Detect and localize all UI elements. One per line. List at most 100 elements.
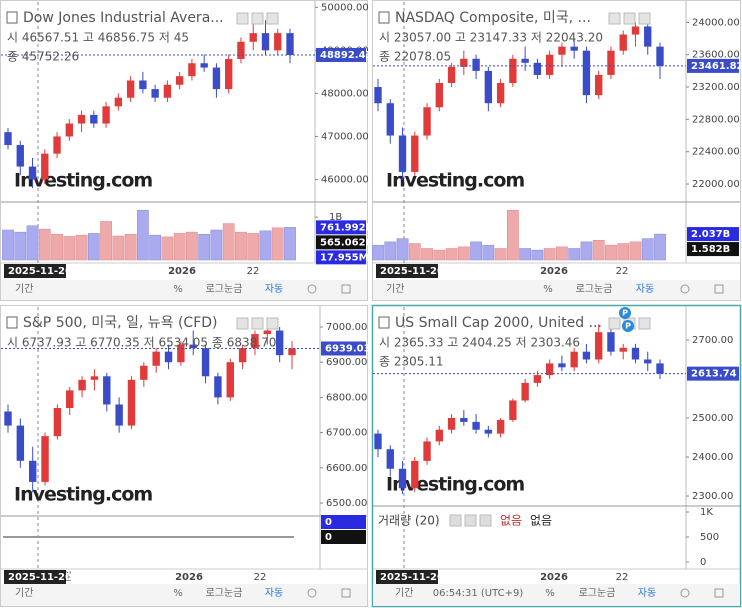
candle-body (177, 344, 185, 363)
candle-body (472, 421, 480, 430)
candle-body (460, 58, 468, 67)
toolbar-button[interactable]: % (545, 588, 555, 599)
toolbar-button[interactable]: 로그눈금 (206, 283, 243, 295)
header-icon[interactable] (251, 317, 264, 330)
volume-bar (384, 241, 397, 261)
volume-value-box (316, 235, 366, 250)
toolbar-button[interactable]: 로그눈금 (576, 283, 613, 295)
settings-icon[interactable] (680, 284, 690, 294)
volume-bar (641, 238, 654, 261)
volume-value-box (316, 220, 366, 235)
toolbar-button[interactable]: 자동 (638, 587, 656, 599)
legend-icon[interactable] (449, 514, 462, 527)
volume-bar (222, 223, 235, 261)
candle-body (103, 376, 111, 405)
volume-legend: 없음 (530, 514, 552, 528)
volume-bar (112, 235, 125, 261)
volume-bar (2, 229, 14, 261)
x-tick-label: 2026 (540, 266, 568, 277)
candle-body (275, 330, 284, 356)
toolbar-button[interactable]: 자동 (636, 283, 654, 295)
toolbar-button[interactable]: 기간 (395, 587, 413, 599)
menu-icon[interactable] (6, 11, 18, 24)
volume-bar (75, 234, 88, 261)
candle-body (533, 62, 542, 75)
candle-body (484, 70, 493, 104)
y-tick-label: 1B (329, 212, 342, 223)
volume-bar (284, 227, 296, 261)
header-icon[interactable] (608, 12, 621, 25)
settings-icon[interactable] (307, 284, 317, 294)
toolbar-button[interactable]: 자동 (265, 587, 283, 599)
toolbar-button[interactable]: % (543, 284, 553, 295)
toolbar (1, 280, 367, 300)
toolbar-button[interactable]: 06:54:31 (UTC+9) (433, 588, 524, 599)
expand-icon[interactable] (714, 588, 724, 598)
candle-body (126, 80, 135, 98)
x-tick-label: 22 (254, 572, 267, 583)
y-tick-label: 1K (700, 507, 713, 518)
crosshair-date-box (376, 570, 438, 584)
toolbar-button[interactable]: 기간 (15, 283, 33, 295)
candle-body (164, 351, 173, 363)
header-icon[interactable] (638, 12, 651, 25)
toolbar-button[interactable]: % (173, 588, 183, 599)
legend-icon[interactable] (479, 514, 492, 527)
panel[interactable] (371, 304, 742, 608)
candle-body (261, 33, 270, 51)
candle-body (472, 58, 480, 71)
header-icon[interactable] (236, 317, 249, 330)
header-icon[interactable] (236, 12, 249, 25)
volume-bar (247, 233, 260, 261)
volume-bar (605, 244, 617, 261)
menu-icon[interactable] (378, 11, 390, 24)
header-icon[interactable] (638, 317, 651, 330)
header-icon[interactable] (251, 12, 264, 25)
volume-value-box (687, 242, 739, 257)
y-tick-label: 2400.00 (692, 452, 733, 463)
candle-body (460, 418, 468, 422)
candle-body (163, 84, 172, 98)
candle-body (212, 67, 221, 90)
toolbar-button[interactable]: 로그눈금 (206, 587, 243, 599)
expand-icon[interactable] (341, 588, 351, 598)
header-icon[interactable] (623, 12, 636, 25)
volume-value-box (321, 515, 366, 529)
settings-icon[interactable] (307, 588, 317, 598)
candle-body (226, 362, 234, 398)
event-marker[interactable] (619, 307, 631, 319)
candle-body (545, 54, 554, 75)
legend-icon[interactable] (464, 514, 477, 527)
menu-icon[interactable] (378, 316, 390, 329)
candle-body (140, 365, 148, 380)
settings-icon[interactable] (680, 588, 690, 598)
candle-body (152, 351, 160, 366)
event-marker[interactable] (622, 320, 634, 332)
candle-body (288, 348, 296, 356)
volume-bar (26, 225, 39, 261)
volume-value-label: 0 (325, 532, 332, 543)
header-icon[interactable] (266, 317, 279, 330)
candle-body (521, 58, 529, 63)
candle-body (435, 83, 443, 108)
candle-body (77, 114, 86, 124)
volume-bar (14, 231, 27, 261)
toolbar-button[interactable]: 기간 (15, 587, 33, 599)
header-icon[interactable] (266, 12, 279, 25)
candle-body (447, 66, 456, 84)
volume-bar (100, 221, 112, 261)
candle-body (656, 363, 664, 374)
volume-bar (519, 248, 532, 261)
volume-bar (494, 248, 507, 261)
toolbar-button[interactable]: 자동 (265, 283, 283, 295)
expand-icon[interactable] (714, 284, 724, 294)
candle-body (4, 411, 12, 426)
toolbar-button[interactable]: 로그눈금 (579, 587, 616, 599)
menu-icon[interactable] (6, 316, 18, 329)
toolbar-button[interactable]: % (173, 284, 183, 295)
toolbar-button[interactable]: 기간 (386, 283, 404, 295)
expand-icon[interactable] (341, 284, 351, 294)
candle-body (533, 375, 542, 383)
header-icon[interactable] (608, 317, 621, 330)
y-tick-label: 6500.00 (326, 498, 367, 509)
